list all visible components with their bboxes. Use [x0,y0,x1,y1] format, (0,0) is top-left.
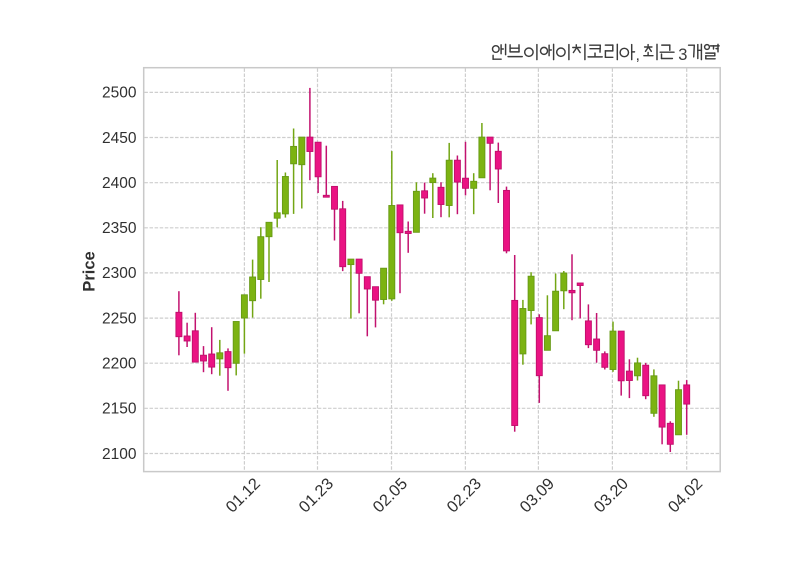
svg-text:Price: Price [81,251,99,291]
svg-text:2450: 2450 [102,130,137,147]
svg-text:2200: 2200 [102,356,137,373]
svg-text:2500: 2500 [102,85,137,102]
svg-text:2400: 2400 [102,175,137,192]
svg-text:2350: 2350 [102,220,137,237]
svg-text:2150: 2150 [102,401,137,418]
svg-text:2250: 2250 [102,310,137,327]
svg-text:,: , [636,47,640,64]
svg-text:2100: 2100 [102,446,137,463]
svg-text:2300: 2300 [102,265,137,282]
svg-text:3: 3 [678,46,687,64]
